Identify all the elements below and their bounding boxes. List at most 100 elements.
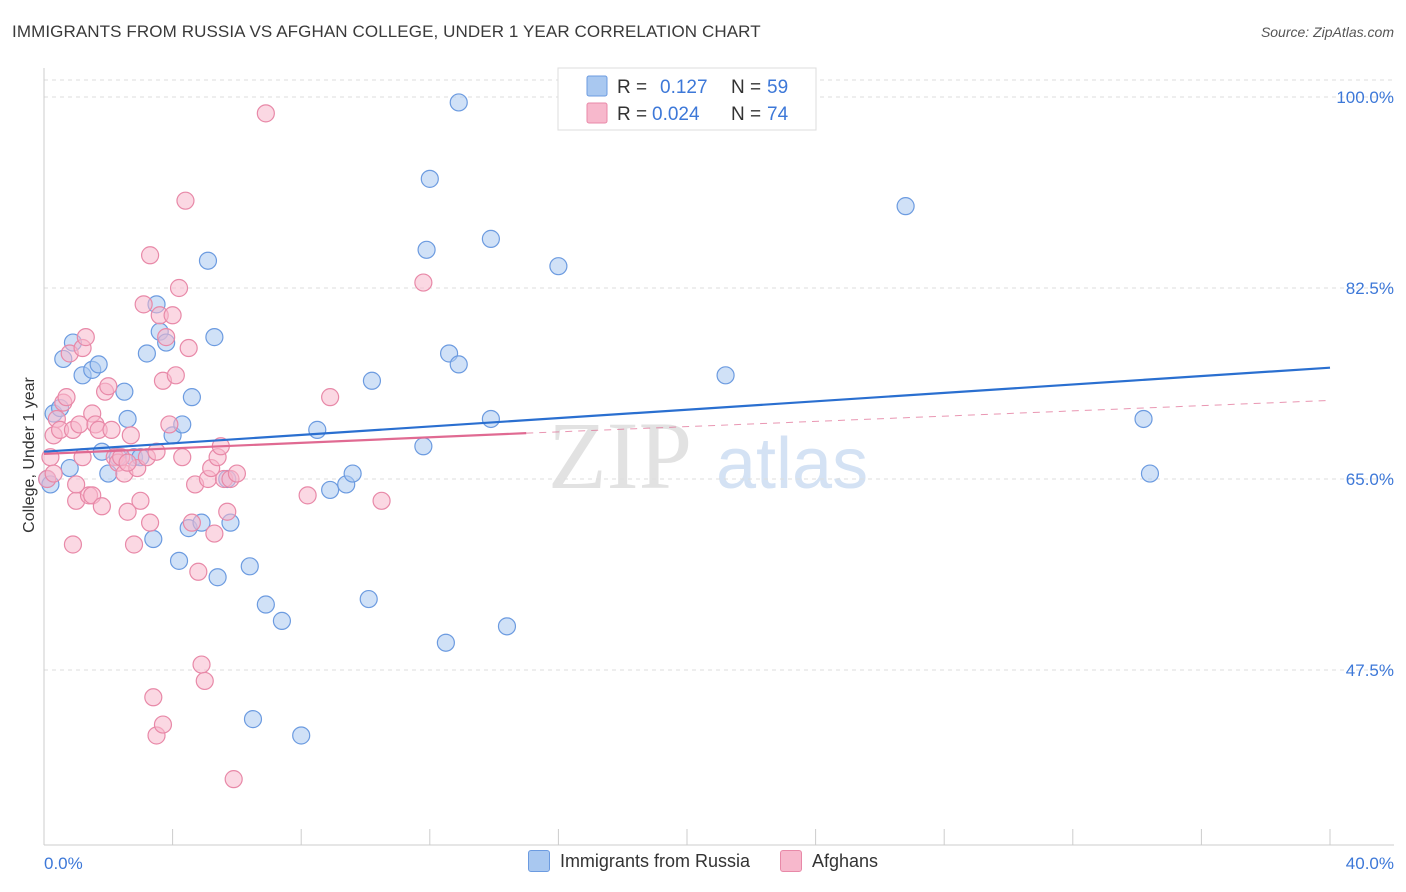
source-label: Source: ZipAtlas.com xyxy=(1260,24,1394,40)
data-point-russia xyxy=(417,240,436,259)
data-point-afghan xyxy=(414,273,433,292)
legend-n-value-russia: 59 xyxy=(767,77,788,98)
data-point-afghan xyxy=(118,453,137,472)
data-point-russia xyxy=(137,344,156,363)
data-point-afghan xyxy=(192,655,211,674)
data-point-afghan xyxy=(195,671,214,691)
data-point-russia xyxy=(243,710,263,729)
legend-bottom: Immigrants from Russia Afghans xyxy=(0,850,1406,872)
data-point-russia xyxy=(420,169,439,188)
watermark-zip: ZIP xyxy=(548,402,692,509)
data-point-afghan xyxy=(140,513,160,532)
data-point-russia xyxy=(362,371,382,390)
watermark-atlas: atlas xyxy=(716,424,868,504)
data-point-afghan xyxy=(92,497,111,516)
data-point-afghan xyxy=(372,491,391,510)
data-point-russia xyxy=(896,197,915,216)
trend-line-afghan-extension xyxy=(526,399,1331,434)
y-axis-label: College, Under 1 year xyxy=(21,377,38,533)
data-point-afghan xyxy=(144,688,163,707)
data-point-russia xyxy=(1140,464,1160,483)
data-point-afghan xyxy=(134,295,153,314)
data-point-afghan xyxy=(63,535,83,554)
trend-line-afghan xyxy=(43,432,527,455)
data-point-russia xyxy=(272,611,292,630)
data-point-afghan xyxy=(131,491,150,510)
y-tick-label: 47.5% xyxy=(1346,661,1394,680)
data-point-russia xyxy=(497,617,517,636)
data-point-afghan xyxy=(166,366,185,385)
data-point-afghan xyxy=(44,464,63,483)
trend-line-russia xyxy=(43,366,1331,453)
data-point-afghan xyxy=(189,562,208,581)
legend-n-label-afghan: N = xyxy=(731,104,761,125)
data-point-afghan xyxy=(163,306,182,325)
data-point-afghan xyxy=(205,524,224,543)
legend-r-label-afghan: R = xyxy=(617,104,647,125)
data-point-afghan xyxy=(256,104,275,123)
data-point-afghan xyxy=(67,475,86,494)
data-point-afghan xyxy=(118,502,137,521)
legend-item-afghan: Afghans xyxy=(779,850,879,872)
data-point-russia xyxy=(89,355,108,374)
trend-lines xyxy=(43,366,1331,455)
data-point-russia xyxy=(716,366,735,385)
data-point-russia xyxy=(449,93,468,112)
data-point-russia xyxy=(359,589,378,609)
legend-bottom-label-afghan: Afghans xyxy=(811,850,879,871)
data-point-russia xyxy=(169,551,189,570)
data-point-russia xyxy=(115,382,134,401)
data-point-afghan xyxy=(224,770,243,789)
data-point-afghan xyxy=(182,513,201,532)
data-point-russia xyxy=(256,595,275,614)
legend-top: R = 0.127 N = 59 R = 0.024 N = 74 xyxy=(557,67,817,131)
data-point-russia xyxy=(292,726,311,745)
data-point-russia xyxy=(118,409,137,429)
data-point-russia xyxy=(205,328,224,347)
data-point-afghan xyxy=(298,486,317,505)
data-point-afghan xyxy=(160,415,179,434)
data-point-russia xyxy=(240,557,259,576)
legend-swatch-afghan xyxy=(586,102,608,124)
data-point-afghan xyxy=(124,535,144,554)
data-point-russia xyxy=(1134,409,1153,429)
data-point-russia xyxy=(60,458,79,478)
y-tick-label: 65.0% xyxy=(1346,470,1394,489)
legend-n-value-afghan: 74 xyxy=(767,104,789,125)
legend-bottom-label-russia: Immigrants from Russia xyxy=(559,850,750,871)
chart-title: IMMIGRANTS FROM RUSSIA VS AFGHAN COLLEGE… xyxy=(12,22,761,41)
y-tick-label: 82.5% xyxy=(1346,279,1394,298)
data-point-afghan xyxy=(157,328,176,347)
data-point-afghan xyxy=(153,715,173,734)
data-point-russia xyxy=(182,388,201,407)
data-point-russia xyxy=(343,464,362,483)
x-tick-label-min: 0.0% xyxy=(44,854,83,873)
data-point-afghan xyxy=(173,448,192,467)
data-point-afghan xyxy=(57,388,76,407)
data-point-russia xyxy=(198,251,218,270)
data-point-afghan xyxy=(218,502,237,521)
data-point-afghan xyxy=(99,377,118,396)
data-point-russia xyxy=(481,409,500,429)
legend-n-label-russia: N = xyxy=(731,77,761,98)
legend-r-value-russia: 0.127 xyxy=(660,77,708,98)
data-point-afghan xyxy=(121,426,140,445)
legend-bottom-swatch-afghan xyxy=(779,850,802,872)
y-tick-labels: 47.5% 65.0% 82.5% 100.0% xyxy=(1336,88,1394,680)
data-point-afghan xyxy=(147,442,166,461)
legend-r-value-afghan: 0.024 xyxy=(652,104,700,125)
data-point-afghan xyxy=(102,420,121,439)
data-point-afghan xyxy=(76,328,95,347)
data-point-afghan xyxy=(169,278,189,298)
data-point-afghan xyxy=(227,464,246,483)
data-point-russia xyxy=(308,420,327,439)
data-point-afghan xyxy=(179,338,198,358)
data-point-russia xyxy=(436,633,455,652)
data-point-russia xyxy=(481,229,500,248)
data-point-afghan xyxy=(321,388,340,407)
data-point-russia xyxy=(414,437,433,456)
data-point-afghan xyxy=(140,246,160,265)
data-point-russia xyxy=(144,529,163,549)
data-point-russia xyxy=(449,355,468,374)
legend-r-label-russia: R = xyxy=(617,77,647,98)
